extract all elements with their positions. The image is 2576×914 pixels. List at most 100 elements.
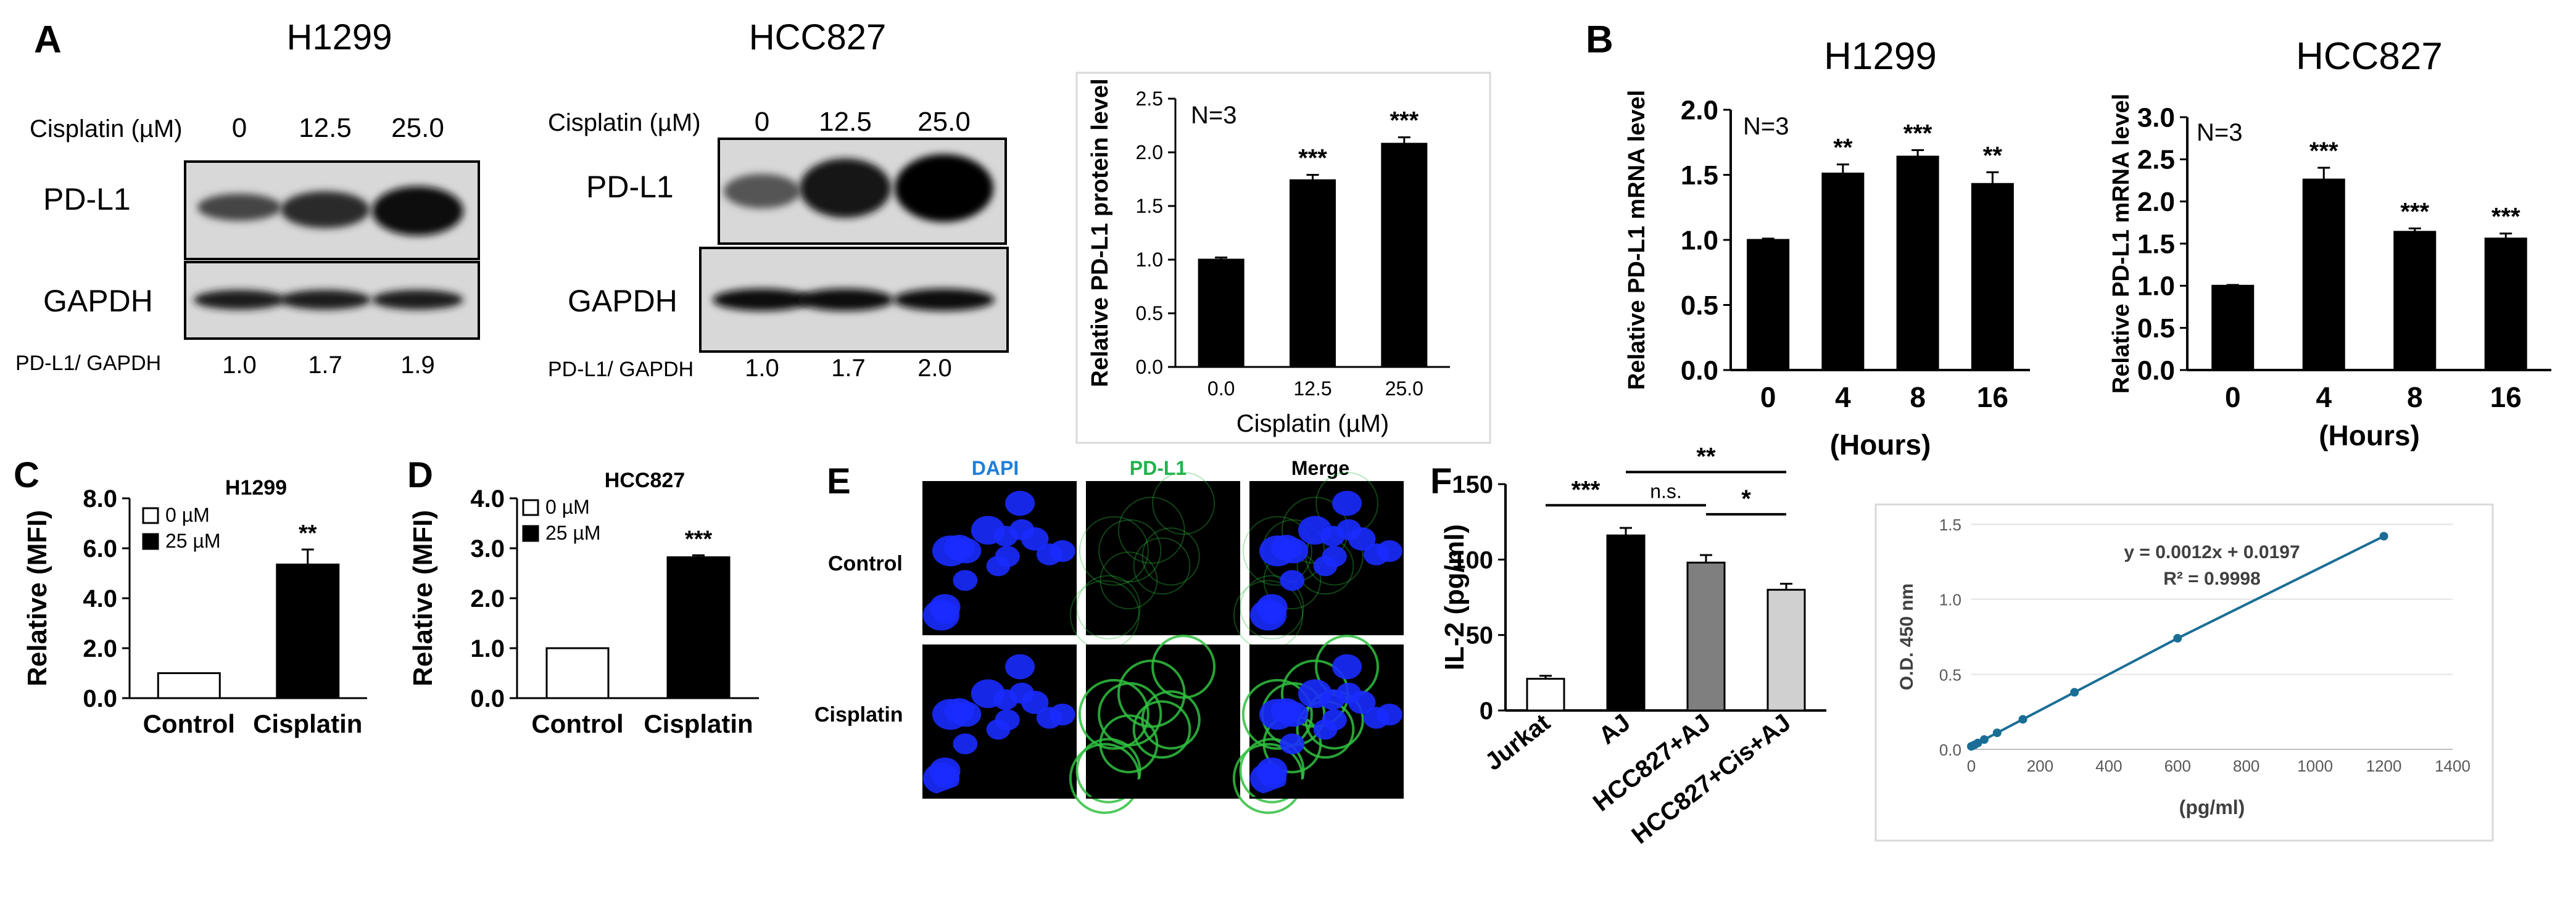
ratio-value: 1.0 (222, 352, 257, 379)
x-tick-label: 0.0 (1207, 377, 1235, 400)
ratio-value: 1.7 (308, 352, 342, 379)
chart-annotation: N=3 (1191, 102, 1237, 129)
blot-title: H1299 (287, 17, 392, 57)
nucleus (1348, 690, 1376, 714)
y-tick-label: 0.0 (470, 685, 505, 712)
y-tick-label: 2.0 (470, 585, 505, 612)
panel-letter-b: B (1586, 19, 1613, 61)
blot-image-gapdh (184, 261, 480, 340)
nucleus (1005, 490, 1035, 516)
bar (1821, 172, 1865, 371)
membrane-signal (1117, 496, 1185, 564)
nucleus (1322, 709, 1347, 731)
nucleus (1259, 765, 1285, 788)
y-tick-label: 2.0 (83, 635, 117, 662)
bar (545, 647, 610, 699)
nucleus (1021, 527, 1049, 551)
if-image-grid (922, 472, 1404, 814)
blot-image-pdl1 (718, 138, 1007, 245)
y-tick-label: 3.0 (2137, 102, 2175, 133)
x-tick-label: 1200 (2366, 757, 2402, 775)
dose-label: 25.0 (391, 113, 444, 143)
blot-title: HCC827 (749, 17, 886, 57)
membrane-signal (1076, 575, 1141, 640)
y-axis-label: Relative (MFI) (22, 510, 52, 686)
nucleus (1363, 543, 1389, 566)
dose-label: 0 (232, 113, 247, 143)
band-label-pdl1: PD-L1 (43, 182, 131, 216)
chart-protein-level: 0.0 0.5 1.0 1.5 2.0 2.5 0.0 *** 12.5 *** 25.0 Relat… (1087, 78, 1450, 437)
data-point (2018, 715, 2027, 724)
significance-label: ** (299, 521, 317, 546)
membrane-signal (1100, 551, 1158, 610)
y-tick-label: 3.0 (470, 535, 505, 562)
y-tick-label: 0.0 (1681, 355, 1718, 385)
nucleus (993, 689, 1018, 710)
y-tick-label: 100 (1452, 546, 1493, 574)
membrane-signal (1141, 527, 1200, 586)
nucleus (944, 698, 975, 724)
x-tick-label: 8 (2407, 381, 2423, 413)
y-tick-label: 0.5 (1136, 302, 1163, 324)
x-tick-label: 4 (1835, 381, 1851, 413)
nucleus (993, 525, 1018, 547)
data-point (1992, 728, 2002, 738)
membrane-signal (1133, 537, 1191, 595)
data-point (2379, 532, 2388, 541)
x-tick-label: 16 (2490, 381, 2522, 413)
chart-title: H1299 (1824, 35, 1937, 78)
bar (1971, 183, 2014, 371)
nucleus (1271, 535, 1302, 561)
y-tick-label: 1.0 (2137, 271, 2175, 302)
legend-label: 25 µM (165, 530, 221, 552)
treatment-label: Cisplatin (µM) (30, 115, 183, 142)
if-tile-bg (1086, 481, 1240, 635)
y-tick-label: 6.0 (83, 535, 117, 562)
panel-letter-f: F (1430, 461, 1452, 501)
dark-region (1249, 765, 1404, 799)
nucleus (995, 546, 1020, 567)
y-tick-label: 0.5 (2137, 313, 2175, 344)
nucleus (932, 602, 958, 625)
bar (1747, 239, 1790, 371)
bar (1198, 258, 1245, 368)
significance-label: ** (1983, 142, 2003, 169)
legend-label: 0 µM (545, 496, 590, 518)
band-label-pdl1: PD-L1 (586, 170, 674, 204)
chart-annotation: N=3 (1743, 113, 1789, 140)
dose-label: 12.5 (819, 107, 872, 137)
comparison-label: n.s. (1650, 480, 1682, 502)
data-point (1973, 738, 1982, 747)
regression-equation: y = 0.0012x + 0.0197 (2124, 542, 2300, 562)
blot-image-gapdh (699, 247, 1009, 353)
membrane-signal (1241, 678, 1313, 750)
y-tick-label: 2.5 (2137, 145, 2175, 175)
membrane-signal (1079, 516, 1149, 586)
chart-title: HCC827 (2296, 35, 2443, 78)
bar (276, 563, 340, 699)
bar (1896, 155, 1939, 371)
bar (2484, 237, 2527, 371)
y-axis-label: IL-2 (pg/ml) (1439, 524, 1470, 670)
y-tick-label: 1.5 (2137, 229, 2175, 259)
y-tick-label: 0.0 (2137, 355, 2175, 385)
nucleus (1259, 602, 1285, 625)
y-tick-label: 1.0 (1136, 249, 1163, 271)
membrane-signal (1141, 690, 1201, 750)
legend-swatch (142, 507, 159, 524)
legend-swatch (522, 525, 539, 542)
if-tile (922, 644, 1077, 799)
if-tile (1069, 635, 1240, 814)
dark-region (922, 765, 1077, 799)
bar (1526, 678, 1565, 712)
y-tick-label: 4.0 (83, 585, 117, 612)
nucleus (1271, 698, 1302, 724)
chart-mfi-hcc827: 0.0 1.0 2.0 3.0 4.0 Control *** Cisplatin Relati… (408, 469, 759, 738)
chart-standard-curve: 0.0 0.5 1.0 1.5 0 200 400 600 800 1000 1200 1400 y =… (1897, 516, 2470, 818)
chart-mrna-h1299: 0.0 0.5 1.0 1.5 2.0 0 ** 4 *** 8 ** 16 Relative PD-L… (1624, 35, 2030, 461)
band-label-gapdh: GAPDH (43, 284, 153, 318)
y-tick-label: 2.5 (1136, 88, 1163, 110)
membrane-signal (1152, 472, 1216, 535)
nucleus (1036, 543, 1062, 566)
significance-label: *** (1389, 107, 1418, 134)
